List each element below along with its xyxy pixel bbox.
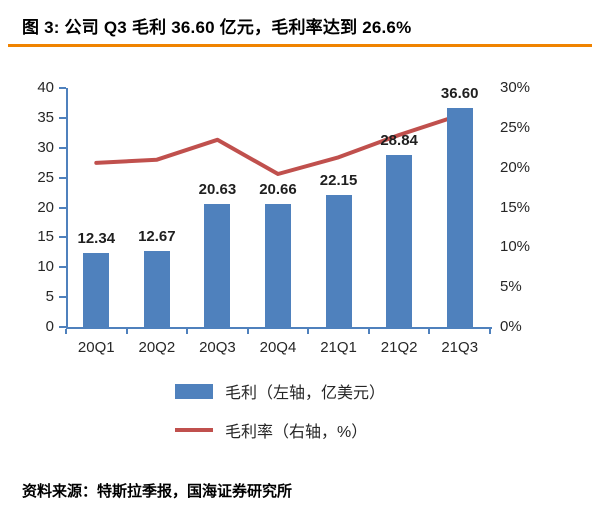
bar-value-label: 12.67: [138, 228, 176, 246]
bar: [204, 203, 231, 327]
bar: [143, 251, 170, 327]
secondary-y-axis-label: 15%: [500, 198, 531, 216]
chart-plot-area: [66, 88, 492, 329]
secondary-y-axis-label: 30%: [500, 79, 531, 96]
bar: [325, 194, 352, 327]
bar-value-label: 36.60: [440, 85, 479, 103]
line-series-swatch: [175, 428, 213, 432]
y-axis-tick: [59, 326, 66, 328]
x-axis-tick: [428, 329, 431, 334]
x-axis-label: 20Q2: [138, 339, 176, 356]
accent-rule: [8, 44, 592, 47]
x-axis-label: 21Q3: [441, 339, 479, 356]
y-axis-label: 35: [37, 108, 54, 126]
x-axis-label: 21Q1: [320, 339, 357, 356]
x-axis-label: 21Q2: [380, 339, 418, 356]
y-axis-label: 30: [37, 138, 54, 156]
y-axis-tick: [59, 87, 66, 89]
x-axis-label: 20Q4: [259, 339, 297, 356]
bar: [386, 154, 413, 327]
secondary-y-axis-label: 10%: [500, 238, 531, 256]
secondary-y-axis-label: 25%: [500, 118, 531, 136]
y-axis-label: 20: [37, 198, 54, 216]
legend-item-line: 毛利率（右轴，%）: [175, 417, 367, 443]
x-axis-label: 20Q3: [199, 339, 236, 356]
x-axis-tick: [246, 329, 249, 334]
y-axis-label: 5: [45, 288, 54, 306]
source-note: 资料来源：特斯拉季报，国海证券研究所: [22, 483, 293, 500]
secondary-y-axis-label: 5%: [500, 278, 522, 296]
bar-value-label: 20.63: [198, 180, 237, 198]
bar: [83, 253, 110, 327]
secondary-y-axis-label: 20%: [500, 158, 531, 176]
y-axis-tick: [59, 116, 66, 119]
y-axis-label: 25: [37, 168, 54, 186]
x-axis-tick: [367, 329, 370, 334]
y-axis-tick: [59, 176, 66, 179]
trend-line: [94, 113, 462, 176]
y-axis-tick: [59, 236, 66, 239]
bar: [446, 108, 473, 327]
x-axis-tick: [307, 329, 310, 334]
y-axis-tick: [59, 146, 66, 149]
secondary-y-axis-label: 0%: [500, 318, 522, 335]
y-axis-label: 0: [45, 318, 54, 335]
x-axis-tick: [65, 329, 67, 334]
bar-value-label: 28.84: [380, 131, 418, 149]
bar-value-label: 22.15: [319, 171, 358, 189]
y-axis-label: 40: [37, 79, 54, 96]
x-axis-tick: [489, 329, 491, 334]
x-axis-label: 20Q1: [77, 339, 115, 356]
line-series-path: [94, 113, 462, 176]
x-axis-tick: [125, 329, 128, 334]
bar-series-swatch: [175, 383, 213, 399]
page-title: 图 3: 公司 Q3 毛利 36.60 亿元，毛利率达到 26.6%: [22, 18, 412, 37]
y-axis-label: 10: [37, 258, 54, 276]
chart-legend: 毛利（左轴，亿美元） 毛利率（右轴，%）: [175, 378, 385, 443]
bar-value-label: 20.66: [259, 180, 297, 198]
y-axis-tick: [59, 296, 66, 299]
y-axis-label: 15: [37, 228, 54, 246]
y-axis-tick: [59, 206, 66, 209]
legend-label-line: 毛利率（右轴，%）: [225, 424, 368, 441]
bar: [265, 203, 291, 327]
x-axis-tick: [186, 329, 189, 334]
legend-label-bar: 毛利（左轴，亿美元）: [225, 385, 386, 402]
bar-value-label: 12.34: [77, 230, 116, 248]
y-axis-tick: [59, 266, 66, 269]
legend-item-bar: 毛利（左轴，亿美元）: [175, 378, 385, 404]
